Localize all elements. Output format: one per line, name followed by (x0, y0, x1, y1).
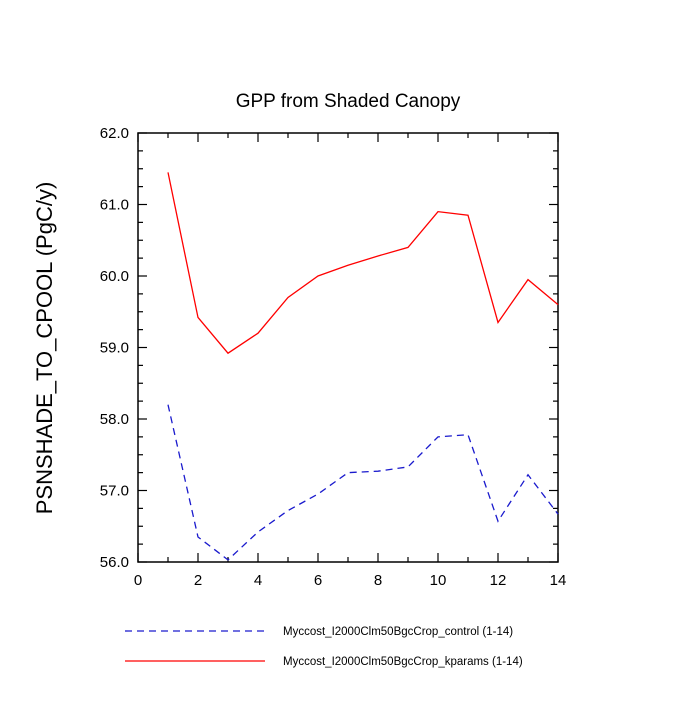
x-tick-label: 0 (134, 572, 142, 589)
x-tick-label: 6 (314, 572, 322, 589)
y-tick-label: 59.0 (100, 340, 129, 357)
legend-label-control: Myccost_I2000Clm50BgcCrop_control (1-14) (283, 626, 513, 638)
y-tick-label: 57.0 (100, 483, 129, 500)
chart-title: GPP from Shaded Canopy (236, 91, 461, 112)
legend: Myccost_I2000Clm50BgcCrop_control (1-14)… (125, 626, 523, 668)
x-tick-label: 12 (490, 572, 507, 589)
plot-area: 0 2 4 6 8 10 12 14 56.0 57.0 58.0 59.0 60.0 61.0 62.0 (100, 125, 567, 589)
y-tick-label: 60.0 (100, 268, 129, 285)
x-tick-label: 8 (374, 572, 382, 589)
series-line-kparams (167, 172, 559, 355)
x-tick-label: 14 (550, 572, 567, 589)
y-axis-label: PSNSHADE_TO_CPOOL (PgC/y) (32, 182, 57, 515)
y-tick-label: 58.0 (100, 411, 129, 428)
x-tick-label: 2 (194, 572, 202, 589)
series-line-control (167, 404, 559, 561)
plot-frame (137, 132, 559, 563)
y-tick-label: 61.0 (100, 197, 129, 214)
y-tick-label: 56.0 (100, 554, 129, 571)
x-tick-label: 4 (254, 572, 262, 589)
x-tick-label: 10 (430, 572, 447, 589)
y-tick-label: 62.0 (100, 125, 129, 142)
legend-label-kparams: Myccost_I2000Clm50BgcCrop_kparams (1-14) (283, 656, 523, 668)
